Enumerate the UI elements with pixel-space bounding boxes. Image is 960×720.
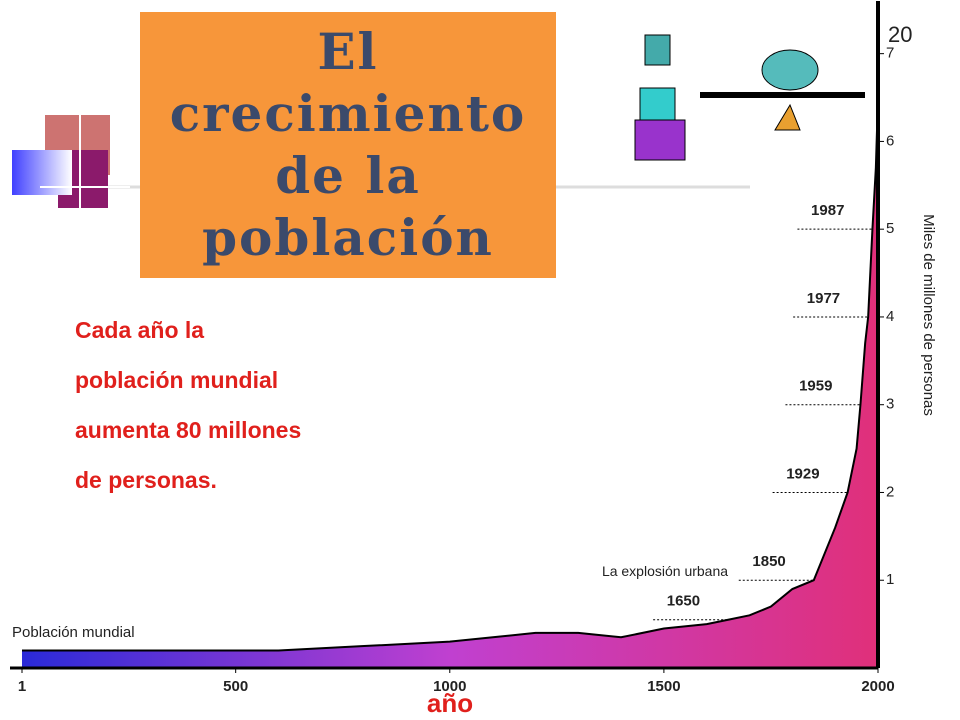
body-line: población mundial — [75, 367, 279, 393]
x-tick-label: 500 — [223, 678, 248, 695]
y-tick-label: 1 — [886, 571, 894, 588]
x-tick-label: 2000 — [861, 678, 894, 695]
body-line: aumenta 80 millones — [75, 417, 302, 443]
y-tick-label: 4 — [886, 308, 894, 325]
series-label: Población mundial — [12, 624, 135, 641]
x-axis-label: año — [427, 688, 473, 718]
body-text: Cada año la población mundial aumenta 80 m… — [75, 305, 301, 505]
x-tick-label: 1500 — [647, 678, 680, 695]
page-number: 20 — [888, 22, 913, 47]
y-tick-label: 2 — [886, 483, 894, 500]
year-label: 1650 — [667, 593, 700, 610]
body-line: Cada año la — [75, 317, 205, 343]
y-tick-label: 7 — [886, 45, 894, 62]
annotation: La explosión urbana — [601, 563, 729, 579]
y-tick-label: 5 — [886, 220, 894, 237]
decoration — [12, 34, 865, 215]
area-line — [22, 97, 879, 652]
year-label: 1987 — [811, 202, 844, 219]
y-axis-label: Miles de millones de personas — [920, 214, 937, 416]
slide-title: El crecimiento de la población — [169, 22, 527, 267]
area-fill — [22, 97, 878, 668]
title-box: El crecimiento de la población — [140, 12, 556, 278]
body-line: de personas. — [75, 467, 217, 493]
year-label: 1850 — [752, 553, 785, 570]
y-tick-label: 6 — [886, 132, 894, 149]
year-label: 1977 — [807, 290, 840, 307]
x-tick-label: 1 — [18, 678, 26, 695]
year-label: 1959 — [799, 378, 832, 395]
year-label: 1929 — [786, 465, 819, 482]
y-tick-label: 3 — [886, 396, 894, 413]
x-tick-label: 1000 — [433, 678, 466, 695]
